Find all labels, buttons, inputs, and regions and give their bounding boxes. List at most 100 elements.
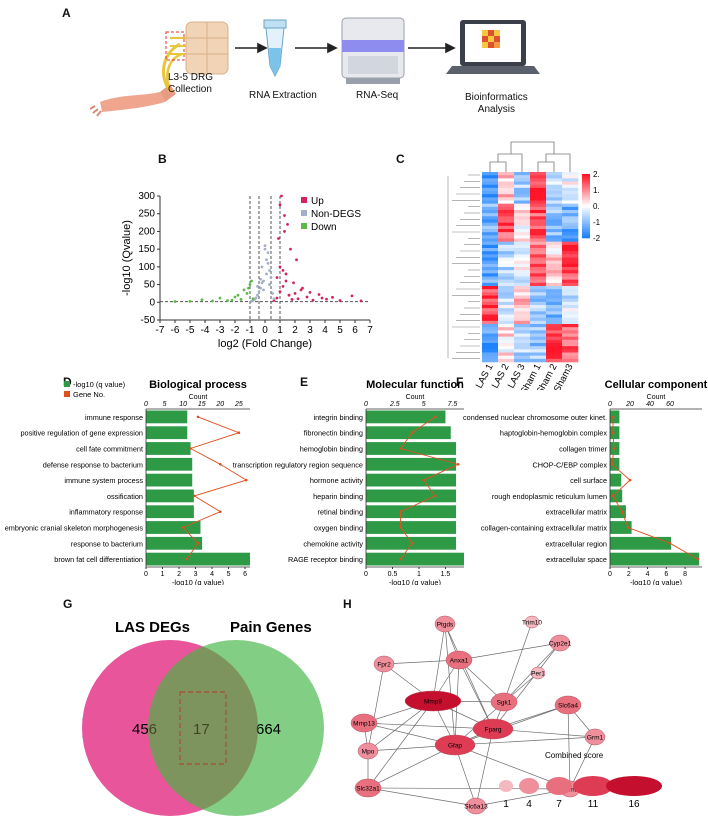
volcano-point-up	[311, 298, 315, 302]
heatmap-cell	[482, 292, 499, 296]
volcano-point-down	[188, 299, 192, 303]
go-x-tick-label: 0	[144, 571, 148, 578]
volcano-point-down	[242, 288, 246, 292]
heatmap-cell	[498, 187, 515, 192]
heatmap-cell	[482, 244, 499, 249]
volcano-x-tick-label: 0	[262, 325, 268, 336]
heatmap-cell	[482, 352, 499, 356]
heatmap-cell	[562, 301, 579, 306]
go-count-point	[189, 447, 192, 450]
network-node-label: Mmp13	[353, 721, 375, 728]
heatmap-cell	[546, 298, 563, 303]
heatmap-cell	[546, 308, 563, 312]
go-top-tick-label: 7.5	[448, 401, 458, 408]
heatmap-column-dendrogram	[489, 141, 571, 172]
go-category-label: immune system process	[64, 476, 143, 485]
heatmap-cell	[514, 191, 531, 195]
heatmap-cell	[498, 213, 515, 217]
heatmap-cell	[514, 238, 531, 242]
heatmap-cell	[530, 330, 547, 334]
heatmap-cell	[530, 206, 547, 211]
network-node-label: Slc32a1	[356, 786, 380, 793]
go-count-axis-label: Count	[189, 394, 208, 401]
network-node	[554, 695, 582, 715]
heatmap-cell	[514, 330, 531, 334]
heatmap-cell	[482, 273, 499, 277]
go-category-label: fibronectin binding	[304, 429, 363, 438]
heatmap-cell	[482, 251, 499, 255]
heatmap-cell	[498, 301, 515, 306]
heatmap-cell	[530, 203, 547, 208]
heatmap-cell	[562, 267, 579, 271]
heatmap-cell	[562, 241, 579, 246]
go-count-point	[410, 431, 414, 434]
venn-right-count: 664	[256, 721, 281, 738]
heatmap-cell	[530, 257, 547, 261]
network-node	[357, 742, 379, 760]
heatmap-cell	[546, 200, 563, 204]
network-legend-value: 7	[556, 799, 562, 810]
go-category-label: collagen-containing extracellular matrix	[481, 524, 607, 533]
network-legend-swatch	[546, 777, 572, 795]
heatmap-cell	[546, 343, 563, 347]
go-count-point	[399, 526, 402, 529]
network-node	[465, 797, 487, 815]
go-count-point	[456, 463, 460, 466]
heatmap-cell	[546, 301, 563, 306]
heatmap-cell	[546, 276, 563, 280]
heatmap-cell	[514, 333, 531, 337]
heatmap-colorbar-label: -2.00	[593, 234, 600, 243]
go-category-label: response to bacterium	[71, 539, 143, 548]
volcano-point-up	[283, 214, 286, 217]
network-legend-title: Combined score	[545, 751, 604, 760]
heatmap-cell	[562, 286, 579, 290]
heatmap-colorbar-label: 0.00	[593, 202, 600, 211]
network-node-label: Slc6a4	[558, 703, 578, 710]
network-node-label: Per1	[531, 671, 545, 678]
heatmap-cell	[562, 263, 579, 268]
heatmap-cell	[530, 263, 547, 268]
volcano-x-tick-label: 3	[307, 325, 313, 336]
heatmap-cell	[482, 311, 499, 315]
heatmap-cell	[482, 320, 499, 325]
heatmap-cell	[514, 225, 531, 230]
heatmap-cell	[498, 244, 515, 249]
go-molecular-function-chart: Molecular function Count 0 2.5 5 7.5 integrin …	[233, 379, 464, 585]
heatmap-colorbar-segment	[582, 236, 590, 239]
heatmap-cell	[546, 232, 563, 236]
heatmap-cell	[514, 339, 531, 344]
volcano-x-tick-label: 1	[277, 325, 283, 336]
heatmap-colorbar-segment	[582, 186, 590, 189]
heatmap-cell	[562, 216, 579, 220]
volcano-x-tick-label: -1	[246, 325, 255, 336]
heatmap-cell	[482, 336, 499, 341]
heatmap-cell	[514, 324, 531, 328]
go-category-label: condensed nuclear chromosome outer kinet…	[463, 413, 607, 422]
volcano-point-non-degs	[257, 290, 261, 294]
heatmap-cell	[482, 257, 499, 261]
volcano-point-up	[289, 247, 292, 251]
heatmap-cell	[498, 289, 515, 293]
go-bar	[146, 473, 193, 487]
network-node-label: Cyp2e1	[549, 641, 572, 648]
heatmap-cell	[514, 352, 531, 356]
network-node	[472, 718, 514, 740]
heatmap-cell	[530, 282, 547, 287]
heatmap-cell	[530, 254, 547, 258]
heatmap-cell	[498, 238, 515, 242]
volcano-point-non-degs	[260, 281, 264, 285]
go-bar	[366, 473, 457, 487]
heatmap-cell	[482, 194, 499, 198]
heatmap-colorbar-label: 1.00	[593, 186, 600, 195]
heatmap-cell	[562, 270, 579, 274]
heatmap-cell	[498, 219, 515, 223]
go-count-point	[611, 494, 615, 498]
go-count-point	[628, 478, 632, 482]
heatmap-cell	[498, 203, 515, 208]
heatmap-cell	[546, 263, 563, 268]
heatmap-cell	[482, 181, 499, 185]
heatmap-colorbar-segment	[582, 204, 590, 207]
volcano-point-up	[350, 294, 354, 298]
heatmap-cell	[562, 238, 579, 242]
heatmap-cell	[530, 194, 547, 198]
